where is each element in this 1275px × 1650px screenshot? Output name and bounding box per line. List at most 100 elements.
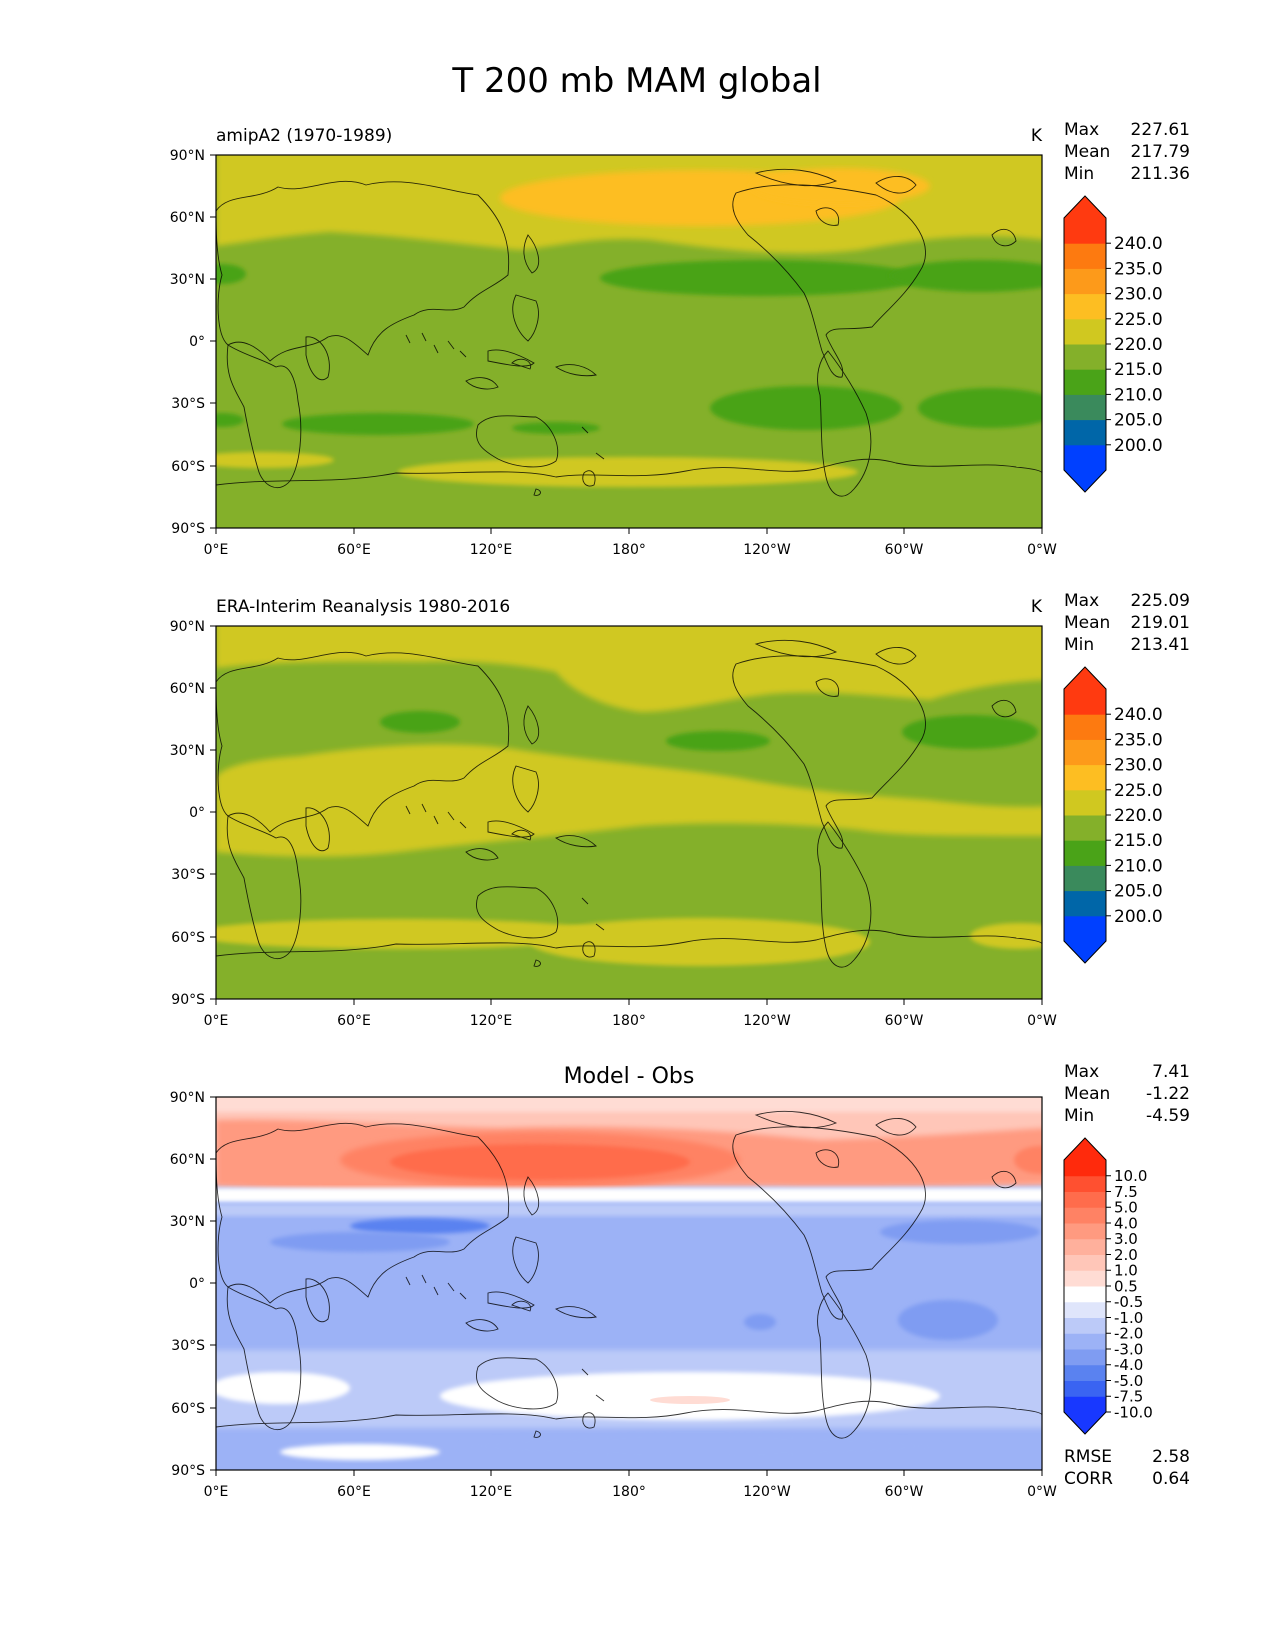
field-south-white-1 <box>216 1372 350 1404</box>
field-south-white-3 <box>280 1444 440 1460</box>
map-diff <box>216 1097 1042 1470</box>
field-cool-spac <box>710 386 902 430</box>
colorbar-extend-min <box>1064 470 1106 492</box>
colorbar-segment <box>1064 1254 1106 1271</box>
stat-value: 227.61 <box>1131 120 1190 140</box>
lat-axis: 90°N 60°N 30°N 0° 30°S 60°S 90°S <box>170 148 216 537</box>
stat-name: Min <box>1064 635 1094 655</box>
lon-tick: 0°W <box>1027 1013 1057 1029</box>
lat-tick: 60°S <box>171 459 205 475</box>
lat-tick: 60°N <box>170 1152 205 1168</box>
colorbar-label: 1.0 <box>1114 1262 1138 1280</box>
lon-tick: 60°W <box>885 1013 924 1029</box>
panel-title: Model - Obs <box>564 1064 695 1089</box>
lon-tick: 120°W <box>743 1013 791 1029</box>
colorbar-segment <box>1064 1286 1106 1303</box>
colorbar-label: 210.0 <box>1114 856 1163 876</box>
stat-value: 219.01 <box>1131 613 1190 633</box>
field-warm-south-2 <box>530 918 870 966</box>
stat-name: Max <box>1064 591 1099 611</box>
colorbar-label: 4.0 <box>1114 1214 1138 1232</box>
lat-tick: 90°N <box>170 619 205 635</box>
lon-tick: 0°W <box>1027 1484 1057 1500</box>
lat-tick: 90°S <box>171 992 205 1008</box>
map-test <box>216 155 1042 528</box>
lon-tick: 0°E <box>204 542 229 558</box>
colorbar-segment <box>1064 1380 1106 1397</box>
field-warm-south-1 <box>216 452 334 468</box>
stat-name: Max <box>1064 1062 1099 1082</box>
colorbar-label: -10.0 <box>1114 1403 1153 1421</box>
colorbar-segment <box>1064 1270 1106 1287</box>
map-ref <box>216 626 1042 999</box>
colorbar-segment <box>1064 369 1106 395</box>
colorbar-label: 10.0 <box>1114 1167 1147 1185</box>
colorbar-segment <box>1064 764 1106 791</box>
colorbar: 240.0 235.0 230.0 225.0 220.0 215.0 210.0 205.0… <box>1063 195 1163 493</box>
lat-tick: 0° <box>189 334 205 350</box>
colorbar-extend-min <box>1064 941 1106 963</box>
colorbar-segment <box>1064 714 1106 740</box>
colorbar-segment <box>1064 268 1106 295</box>
colorbar-label: 225.0 <box>1114 310 1163 330</box>
field-cool-natl <box>890 260 1042 292</box>
panel-label: amipA2 (1970-1989) <box>216 126 392 146</box>
lon-tick: 120°W <box>743 1484 791 1500</box>
lon-axis: 0°E 60°E 120°E 180° 120°W 60°W 0°W <box>204 528 1057 558</box>
colorbar-segment <box>1064 840 1106 866</box>
lon-axis: 0°E 60°E 120°E 180° 120°W 60°W 0°W <box>204 1470 1057 1500</box>
colorbar-segment <box>1064 789 1106 816</box>
lon-tick: 0°W <box>1027 542 1057 558</box>
field-north-lightest <box>216 1097 1042 1112</box>
stat-value: 211.36 <box>1131 164 1190 184</box>
colorbar-label: -7.5 <box>1114 1388 1143 1406</box>
lat-tick: 0° <box>189 1276 205 1292</box>
stat-value: 213.41 <box>1131 635 1190 655</box>
panel-diff: 90°N 60°N 30°N 0° 30°S 60°S 90°S 0°E 60°… <box>170 1062 1190 1500</box>
lat-tick: 90°S <box>171 1463 205 1479</box>
field-cold-asia-2 <box>270 1232 450 1252</box>
colorbar-segment <box>1064 1364 1106 1381</box>
lon-tick: 180° <box>612 1013 646 1029</box>
colorbar-segment <box>1064 1223 1106 1240</box>
field-south-cold <box>460 1434 940 1458</box>
lon-tick: 0°E <box>204 1484 229 1500</box>
colorbar-segment <box>1064 394 1106 421</box>
colorbar: 240.0 235.0 230.0 225.0 220.0 215.0 210.0 205.0… <box>1063 666 1163 964</box>
lat-tick: 60°S <box>171 930 205 946</box>
lon-tick: 120°E <box>470 542 513 558</box>
colorbar-label: 2.0 <box>1114 1246 1138 1264</box>
field-cool-asia <box>380 711 460 733</box>
lon-tick: 60°W <box>885 542 924 558</box>
lat-tick: 90°S <box>171 521 205 537</box>
colorbar-segment <box>1064 865 1106 892</box>
colorbar-label: -2.0 <box>1114 1325 1143 1343</box>
lat-tick: 60°N <box>170 681 205 697</box>
field-cool-west <box>216 264 246 284</box>
lon-tick: 0°E <box>204 1013 229 1029</box>
colorbar-segment <box>1064 1160 1106 1177</box>
colorbar-extend-min <box>1064 1412 1106 1434</box>
stats-block: Max 227.61 Mean 217.79 Min 211.36 <box>1064 120 1190 184</box>
colorbar-segment <box>1064 689 1106 715</box>
lat-tick: 30°S <box>171 396 205 412</box>
stat-value: -4.59 <box>1146 1106 1190 1126</box>
colorbar-segment <box>1064 444 1106 471</box>
colorbar-label: 235.0 <box>1114 259 1163 279</box>
lat-tick: 60°S <box>171 1401 205 1417</box>
panel-test: 90°N 60°N 30°N 0° 30°S 60°S 90°S 0°E 60°… <box>170 120 1190 558</box>
field-band-north <box>216 626 1042 712</box>
colorbar-segment <box>1064 1175 1106 1192</box>
stat-name: Min <box>1064 1106 1094 1126</box>
colorbar-segment <box>1064 419 1106 446</box>
metric-name: CORR <box>1064 1469 1113 1489</box>
colorbar-label: 210.0 <box>1114 385 1163 405</box>
stat-name: Mean <box>1064 1084 1110 1104</box>
colorbar-segment <box>1064 1317 1106 1334</box>
colorbar-segment <box>1064 1207 1106 1224</box>
lat-tick: 30°N <box>170 272 205 288</box>
colorbar-label: 240.0 <box>1114 234 1163 254</box>
lon-tick: 60°E <box>337 1013 371 1029</box>
lon-tick: 120°W <box>743 542 791 558</box>
colorbar-label: -0.5 <box>1114 1293 1143 1311</box>
